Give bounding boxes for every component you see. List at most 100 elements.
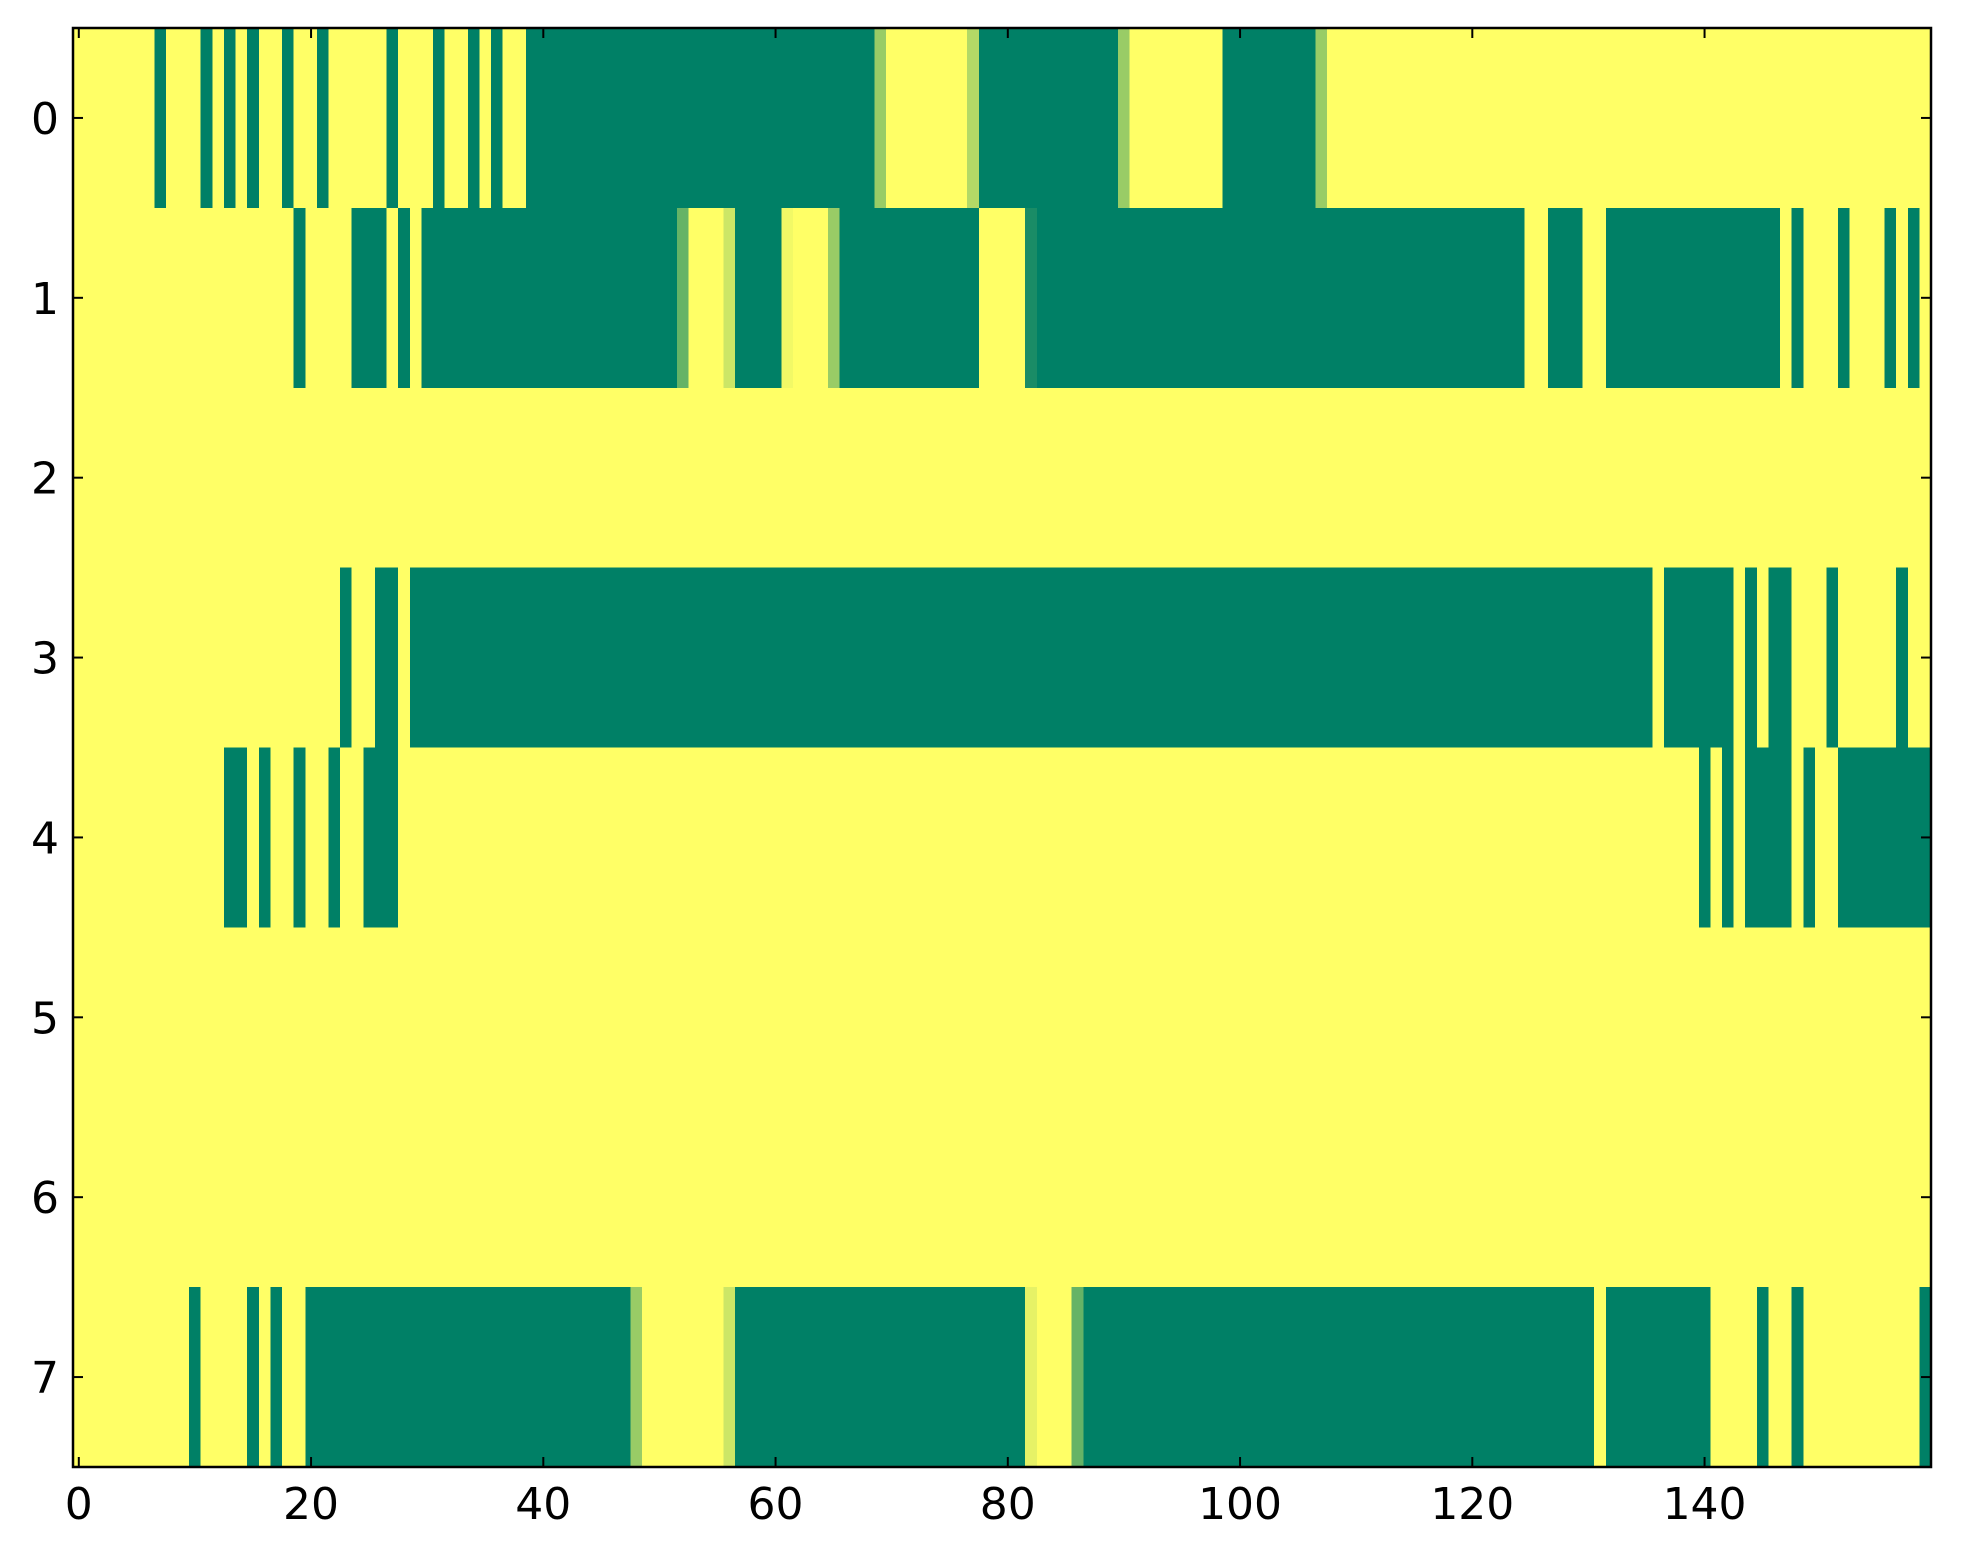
heatmap-cell [107, 1287, 121, 1468]
heatmap-cell [293, 28, 306, 209]
heatmap-cell [1408, 1287, 1421, 1468]
heatmap-cell [1269, 28, 1282, 209]
heatmap-cell [398, 28, 411, 209]
heatmap-cell [781, 1287, 794, 1468]
heatmap-cell [293, 1107, 306, 1288]
heatmap-cell [839, 567, 852, 749]
heatmap-cell [1443, 747, 1456, 928]
heatmap-cell [1350, 1287, 1363, 1468]
heatmap-cell [978, 28, 991, 209]
heatmap-cell [734, 1287, 748, 1468]
heatmap-cell [421, 207, 434, 389]
heatmap-cell [235, 207, 248, 389]
heatmap-cell [549, 1107, 562, 1288]
heatmap-cell [212, 927, 225, 1108]
heatmap-cell [909, 1287, 922, 1468]
heatmap-cell [374, 28, 388, 209]
heatmap-cell [1094, 387, 1108, 569]
heatmap-cell [398, 1287, 411, 1468]
heatmap-cell [107, 387, 121, 569]
heatmap-cell [247, 207, 260, 389]
heatmap-cell [282, 207, 295, 389]
heatmap-cell [967, 1107, 980, 1288]
heatmap-cell [537, 567, 550, 749]
heatmap-cell [282, 1107, 295, 1288]
heatmap-cell [444, 28, 457, 209]
heatmap-cell [1245, 1107, 1259, 1288]
heatmap-cell [1199, 567, 1212, 749]
heatmap-cell [165, 207, 179, 389]
heatmap-cell [1594, 567, 1607, 749]
heatmap-cell [1071, 28, 1084, 209]
heatmap-cell [258, 747, 272, 928]
heatmap-cell [746, 567, 759, 749]
heatmap-cell [1141, 747, 1154, 928]
heatmap-cell [595, 747, 608, 928]
heatmap-cell [1211, 1107, 1224, 1288]
heatmap-cell [1838, 387, 1851, 569]
heatmap-cell [1698, 1287, 1711, 1468]
heatmap-cell [583, 1287, 597, 1468]
heatmap-cell [1373, 207, 1386, 389]
heatmap-cell [676, 207, 690, 389]
heatmap-cell [1420, 1107, 1433, 1288]
heatmap-cell [328, 1107, 341, 1288]
heatmap-cell [885, 1107, 899, 1288]
heatmap-cell [758, 28, 771, 209]
heatmap-cell [1431, 1107, 1444, 1288]
heatmap-cell [967, 207, 980, 389]
heatmap-cell [1071, 1287, 1084, 1468]
heatmap-cell [746, 387, 759, 569]
heatmap-cell [1745, 387, 1758, 569]
heatmap-cell [1536, 387, 1549, 569]
heatmap-cell [1094, 1287, 1108, 1468]
heatmap-cell [1257, 747, 1270, 928]
heatmap-cell [1629, 1107, 1642, 1288]
y-tick-label: 1 [31, 274, 59, 325]
heatmap-cell [1617, 28, 1630, 209]
heatmap-cell [583, 387, 597, 569]
heatmap-cell [525, 1287, 539, 1468]
heatmap-cell [1756, 207, 1770, 389]
heatmap-cell [1721, 927, 1735, 1108]
heatmap-cell [909, 927, 922, 1108]
heatmap-cell [235, 927, 248, 1108]
heatmap-cell [1327, 28, 1340, 209]
heatmap-cell [572, 927, 585, 1108]
heatmap-cell [1559, 1107, 1572, 1288]
heatmap-cell [525, 1107, 539, 1288]
heatmap-cell [700, 207, 713, 389]
heatmap-cell [583, 927, 597, 1108]
heatmap-cell [340, 1107, 353, 1288]
heatmap-cell [1176, 28, 1189, 209]
heatmap-cell [223, 927, 237, 1108]
heatmap-cell [734, 387, 748, 569]
heatmap-cell [1721, 1107, 1735, 1288]
heatmap-cell [1292, 927, 1305, 1108]
heatmap-cell [618, 1107, 631, 1288]
heatmap-cell [247, 927, 260, 1108]
heatmap-cell [1710, 567, 1723, 749]
heatmap-cell [421, 28, 434, 209]
heatmap-cell [84, 387, 97, 569]
heatmap-cell [351, 567, 364, 749]
heatmap-cell [618, 1287, 631, 1468]
heatmap-cell [1849, 387, 1862, 569]
heatmap-cell [1768, 1107, 1781, 1288]
heatmap-cell [1431, 747, 1444, 928]
heatmap-cell [84, 28, 97, 209]
heatmap-cell [305, 207, 318, 389]
heatmap-cell [1048, 747, 1061, 928]
heatmap-cell [676, 927, 690, 1108]
heatmap-cell [200, 387, 213, 569]
heatmap-cell [223, 1107, 237, 1288]
heatmap-cell [839, 28, 852, 209]
heatmap-cell [1106, 747, 1119, 928]
heatmap-cell [642, 28, 655, 209]
heatmap-cell [1408, 1107, 1421, 1288]
heatmap-cell [932, 567, 945, 749]
heatmap-cell [688, 747, 701, 928]
heatmap-cell [1814, 28, 1828, 209]
heatmap-cell [1060, 387, 1073, 569]
heatmap-cell [235, 387, 248, 569]
